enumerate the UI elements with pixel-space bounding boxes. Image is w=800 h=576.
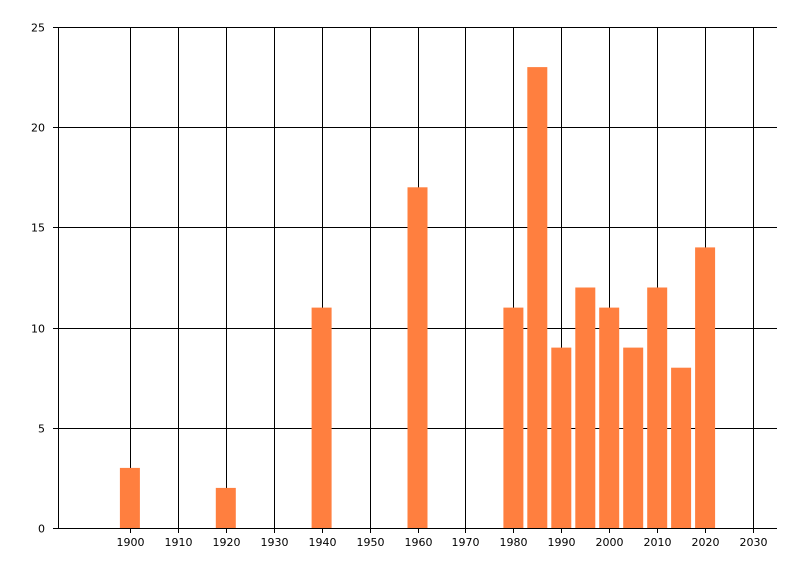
bar-1985 xyxy=(527,67,548,528)
bar-1900 xyxy=(119,467,140,528)
x-tick-label: 1930 xyxy=(261,536,289,549)
x-tick-label: 2030 xyxy=(740,536,768,549)
bars xyxy=(119,67,716,529)
y-tick-label: 25 xyxy=(31,22,45,35)
bar-2005 xyxy=(623,347,644,528)
axes xyxy=(53,27,777,533)
bar-1940 xyxy=(311,307,332,528)
y-tick-label: 10 xyxy=(31,323,45,336)
y-tick-label: 15 xyxy=(31,222,45,235)
bar-1990 xyxy=(551,347,572,528)
y-tick-label: 0 xyxy=(38,523,45,536)
y-tick-labels: 0 5 10 15 20 25 xyxy=(31,22,45,536)
x-tick-label: 1960 xyxy=(405,536,433,549)
bar-2000 xyxy=(599,307,620,528)
x-tick-label: 1900 xyxy=(117,536,145,549)
x-tick-label: 1970 xyxy=(452,536,480,549)
bar-2010 xyxy=(647,287,668,528)
x-tick-label: 1990 xyxy=(548,536,576,549)
bar-1960 xyxy=(407,187,428,529)
x-tick-label: 1940 xyxy=(309,536,337,549)
x-tick-label: 1920 xyxy=(213,536,241,549)
bar-1980 xyxy=(503,307,524,528)
x-tick-label: 2000 xyxy=(596,536,624,549)
x-tick-label: 1980 xyxy=(500,536,528,549)
y-tick-label: 20 xyxy=(31,122,45,135)
bar-1920 xyxy=(215,487,236,528)
bar-1995 xyxy=(575,287,596,528)
bar-2020 xyxy=(695,247,716,528)
x-tick-label: 1950 xyxy=(357,536,385,549)
bar-2015 xyxy=(671,367,692,528)
x-tick-label: 1910 xyxy=(165,536,193,549)
x-tick-labels: 1900 1910 1920 1930 1940 1950 1960 1970 1980 1990… xyxy=(117,536,768,549)
y-tick-label: 5 xyxy=(38,423,45,436)
x-tick-label: 2020 xyxy=(692,536,720,549)
x-tick-label: 2010 xyxy=(644,536,672,549)
